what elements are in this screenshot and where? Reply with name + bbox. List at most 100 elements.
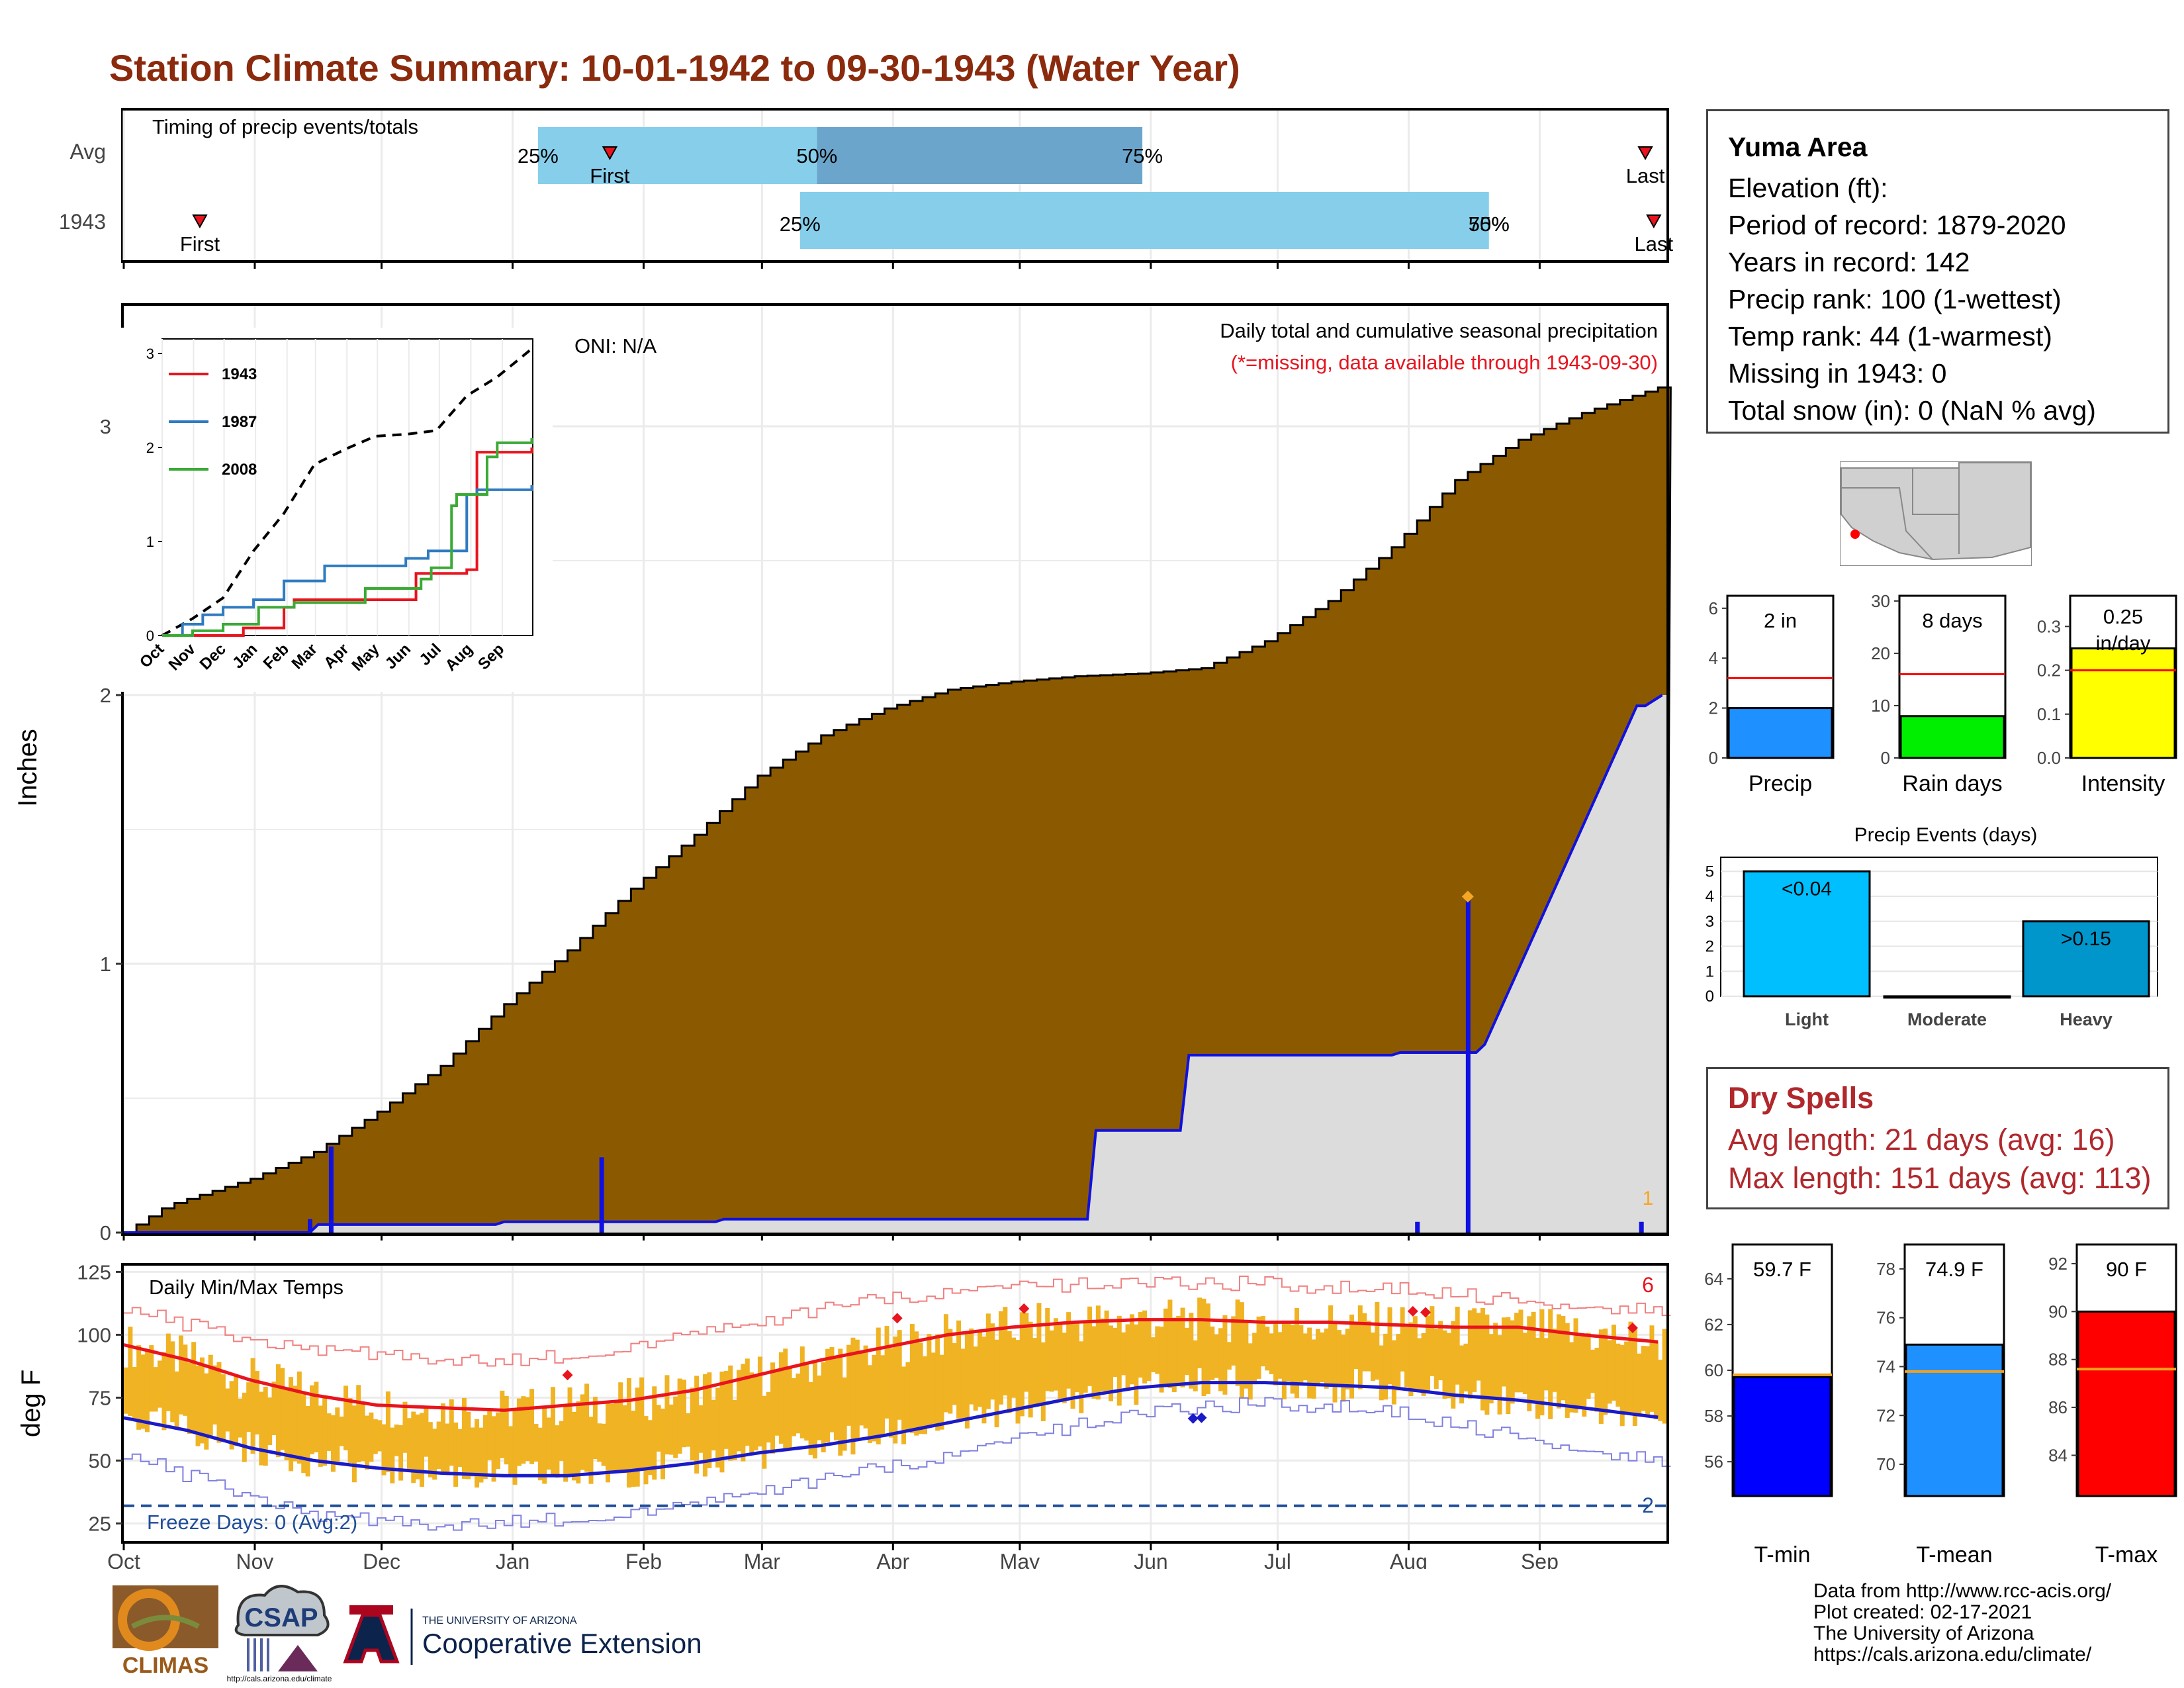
daily-temp-bar (1260, 1316, 1265, 1367)
event-bar-label: <0.04 (1782, 878, 1832, 900)
daily-temp-bar (1218, 1328, 1224, 1391)
timing-label: Timing of precip events/totals (152, 115, 418, 138)
daily-temp-bar (339, 1416, 344, 1446)
credits: Data from http://www.rcc-acis.org/ Plot … (1813, 1581, 2111, 1665)
mini-bar-rain-days (1899, 715, 2005, 759)
credit-line: Plot created: 02-17-2021 (1813, 1601, 2032, 1623)
event-category-label: Light (1785, 1009, 1829, 1029)
daily-temp-bar (1662, 1329, 1667, 1424)
daily-temp-bar (1205, 1303, 1210, 1394)
daily-temp-bar (652, 1386, 657, 1480)
daily-temp-bar (1070, 1323, 1075, 1409)
daily-temp-bar (732, 1399, 737, 1460)
timing-p25-label: 25% (780, 212, 821, 236)
inset-y-tick-label: 0 (146, 628, 154, 644)
x-tick-label: Jun (1134, 1550, 1168, 1569)
daily-temp-bar (1007, 1331, 1012, 1413)
daily-temp-bar (1125, 1324, 1130, 1389)
y-tick-label: 92 (2048, 1254, 2068, 1274)
daily-temp-bar (1442, 1330, 1447, 1399)
daily-temp-bar (1298, 1325, 1304, 1385)
daily-temp-bar (1201, 1298, 1206, 1396)
daily-temp-bar (377, 1420, 383, 1452)
daily-temp-bar (246, 1382, 251, 1432)
y-tick-label: 25 (89, 1512, 111, 1535)
daily-temp-bar (1645, 1346, 1651, 1418)
daily-temp-bar (411, 1411, 416, 1483)
daily-temp-bar (1290, 1325, 1295, 1394)
record-high-count: 6 (1642, 1273, 1654, 1297)
record-high-marker (562, 1370, 573, 1381)
precip-events-title: Precip Events (days) (1854, 824, 2038, 846)
temps-frame (121, 1263, 1669, 1544)
timing-bar-q2 (817, 127, 1143, 184)
daily-temp-bar (1594, 1348, 1600, 1412)
daily-temp-bar (808, 1382, 813, 1455)
climas-logo[interactable]: CLIMAS (113, 1585, 218, 1678)
daily-temp-bar (927, 1334, 932, 1426)
daily-temp-bar (347, 1398, 353, 1463)
temp-bar-label: T-mean (1916, 1542, 1992, 1568)
daily-temp-bar (567, 1387, 572, 1477)
daily-temp-bar (140, 1354, 146, 1429)
daily-temp-bar (1446, 1333, 1451, 1399)
university-logo[interactable]: THE UNIVERSITY OF ARIZONA Cooperative Ex… (343, 1605, 702, 1665)
daily-temp-bar (445, 1423, 450, 1476)
daily-temp-bar (453, 1422, 459, 1487)
daily-temp-bar (1019, 1312, 1024, 1417)
daily-temp-bar (1079, 1341, 1084, 1413)
daily-temp-bar (1548, 1309, 1553, 1419)
daily-temp-bar (1265, 1327, 1270, 1371)
daily-temp-bar (1611, 1325, 1616, 1401)
daily-temp-bar (1074, 1322, 1079, 1393)
precip-y-axis-label: Inches (13, 729, 42, 807)
daily-temp-bar (952, 1342, 957, 1405)
daily-temp-bar (174, 1371, 179, 1429)
x-tick-label: Apr (876, 1550, 909, 1569)
y-tick-label: 50 (89, 1449, 111, 1472)
mini-bar-label: Precip (1749, 771, 1812, 796)
daily-temp-bar (1032, 1338, 1038, 1406)
daily-temp-bar (275, 1364, 281, 1458)
y-tick-label: 3 (1706, 913, 1714, 931)
daily-temp-bar (385, 1391, 390, 1472)
daily-temp-bar (466, 1411, 471, 1479)
daily-temp-bar (289, 1377, 294, 1472)
daily-temp-bar (1637, 1353, 1642, 1415)
daily-temp-bar (694, 1376, 700, 1474)
page-title: Station Climate Summary: 10-01-1942 to 0… (109, 47, 1240, 89)
daily-temp-bar (1615, 1343, 1621, 1407)
daily-temp-bar (1045, 1308, 1050, 1391)
y-tick-label: 86 (2048, 1397, 2068, 1417)
daily-temp-bar (1036, 1303, 1042, 1405)
mini-bar-value: 2 in (1764, 609, 1797, 632)
daily-temp-bar (1467, 1310, 1473, 1399)
daily-temp-bar (635, 1387, 640, 1487)
daily-temp-bar (234, 1375, 239, 1446)
timing-first-label: First (180, 232, 220, 256)
daily-temp-bar (525, 1397, 530, 1462)
daily-temp-bar (1539, 1309, 1545, 1416)
daily-temp-bar (690, 1387, 695, 1461)
daily-temp-bar (799, 1346, 805, 1438)
daily-temp-bar (343, 1385, 349, 1450)
daily-temp-bar (1189, 1313, 1194, 1389)
csap-logo[interactable]: CSAP http://cals.arizona.edu/climate (227, 1585, 332, 1683)
daily-temp-bar (1510, 1320, 1515, 1404)
daily-temp-bar (842, 1377, 847, 1451)
daily-temp-bar (1062, 1333, 1067, 1403)
y-tick-label: 10 (1871, 696, 1890, 716)
daily-temp-bar (1087, 1306, 1093, 1386)
daily-temp-bar (1231, 1316, 1236, 1366)
mini-bar-value: 8 days (1922, 609, 1982, 632)
station-location-marker (1850, 530, 1860, 539)
daily-temp-bar (1391, 1340, 1396, 1405)
daily-temp-bar (1324, 1329, 1329, 1389)
daily-temp-bar (1210, 1326, 1215, 1380)
daily-temp-bar (559, 1421, 564, 1461)
mini-bar-label: Rain days (1902, 771, 2002, 796)
x-tick-label: Sep (1521, 1550, 1559, 1569)
daily-temp-bar (128, 1327, 133, 1416)
daily-temp-bar (563, 1405, 569, 1482)
temp-bar-label: T-max (2095, 1542, 2158, 1568)
